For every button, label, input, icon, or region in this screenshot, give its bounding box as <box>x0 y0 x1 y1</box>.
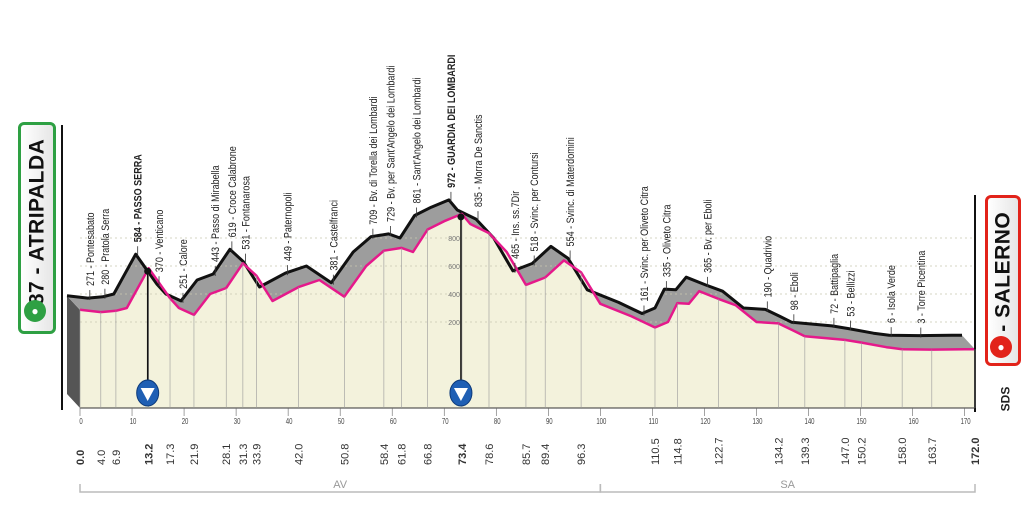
km-tick-label: 110 <box>649 418 659 426</box>
km-tick-label: 20 <box>182 418 189 426</box>
waypoint-km-label: 13.2 <box>144 444 156 465</box>
waypoint-label: 531 - Fontanarosa <box>241 176 253 250</box>
waypoint-km-label: 66.8 <box>423 444 435 465</box>
province-label: SA <box>780 479 795 491</box>
start-badge: 287 - ATRIPALDA <box>18 122 56 334</box>
waypoint-km-label: 134.2 <box>773 437 785 465</box>
waypoint-km-label: 163.7 <box>927 437 939 465</box>
waypoint-km-label: 89.4 <box>540 444 552 465</box>
waypoint-label: 53 - Bellizzi <box>846 271 858 317</box>
km-tick-label: 60 <box>390 418 397 426</box>
waypoint-km-label: 78.6 <box>484 444 496 465</box>
waypoint-label: 335 - Oliveto Citra <box>662 204 674 277</box>
province-bracket <box>599 484 976 493</box>
km-tick-label: 30 <box>234 418 241 426</box>
profile-side-face <box>67 295 80 408</box>
waypoint-km-label: 158.0 <box>897 437 909 465</box>
waypoint-km-label: 21.9 <box>189 444 201 465</box>
waypoint-label: 619 - Croce Calabrone <box>227 146 239 238</box>
waypoint-label: 449 - Paternopoli <box>283 193 295 262</box>
waypoint-km-label: 172.0 <box>970 437 982 465</box>
waypoint-km-label: 110.5 <box>650 438 662 465</box>
km-tick-label: 140 <box>804 418 814 426</box>
waypoint-label: 443 - Passo di Mirabella <box>210 165 222 262</box>
km-tick-label: 120 <box>700 418 710 426</box>
waypoint-label: 729 - Bv. per Sant'Angelo dei Lombardi <box>386 66 398 222</box>
elevation-tick-label: 600 <box>448 264 460 271</box>
waypoint-label: 584 - PASSO SERRA <box>133 154 145 242</box>
waypoint-km-label: 147.0 <box>840 437 852 465</box>
waypoint-label: 72 - Battipaglia <box>829 253 841 313</box>
waypoint-km-label: 85.7 <box>521 444 533 465</box>
waypoint-label: 709 - Bv. di Torella dei Lombardi <box>368 96 380 224</box>
waypoint-km-label: 114.8 <box>672 438 684 465</box>
km-tick-label: 90 <box>546 418 553 426</box>
waypoint-label: 554 - Svinc. di Materdomini <box>565 137 577 246</box>
sds-logo: SDS <box>998 386 1013 412</box>
waypoint-km-label: 0.0 <box>75 450 87 465</box>
elevation-tick-label: 400 <box>448 292 460 299</box>
start-label: 287 - ATRIPALDA <box>25 138 49 318</box>
waypoint-km-label: 73.4 <box>457 443 469 465</box>
waypoint-km-label: 33.9 <box>251 444 263 465</box>
waypoint-km-label: 28.1 <box>221 444 233 465</box>
kom-triangle-icon <box>140 388 155 401</box>
km-tick-label: 50 <box>338 418 345 426</box>
waypoint-label: 3 - Torre Picentina <box>916 250 928 323</box>
elevation-tick-label: 200 <box>448 320 460 327</box>
waypoint-km-label: 96.3 <box>576 444 588 465</box>
waypoint-km-label: 42.0 <box>294 444 306 465</box>
km-tick-label: 0 <box>79 418 82 426</box>
km-tick-label: 70 <box>442 418 449 426</box>
waypoint-km-label: 31.3 <box>238 444 250 465</box>
waypoint-label: 6 - Isola Verde <box>886 265 898 323</box>
waypoint-label: 365 - Bv. per Eboli <box>703 199 715 272</box>
waypoint-label: 98 - Eboli <box>789 272 801 310</box>
kom-triangle-icon <box>453 388 468 401</box>
waypoint-label: 972 - GUARDIA DEI LOMBARDI <box>446 54 458 188</box>
waypoint-label: 518 - Svinc. per Contursi <box>529 152 541 251</box>
waypoint-km-label: 6.9 <box>111 450 123 465</box>
waypoint-km-label: 122.7 <box>713 437 725 465</box>
waypoint-km-label: 150.2 <box>857 437 869 465</box>
waypoint-km-label: 58.4 <box>379 444 391 465</box>
km-tick-label: 10 <box>130 418 137 426</box>
province-label: AV <box>333 479 348 491</box>
start-cyclist-icon: ● <box>24 300 46 322</box>
profile-back-line <box>66 198 962 338</box>
road-line <box>79 212 975 351</box>
waypoint-km-label: 17.3 <box>165 444 177 465</box>
km-tick-label: 40 <box>286 418 293 426</box>
waypoint-km-label: 50.8 <box>339 444 351 465</box>
elevation-tick-label: 800 <box>448 236 460 243</box>
waypoint-km-label: 4.0 <box>96 450 108 465</box>
km-tick-label: 130 <box>752 418 762 426</box>
km-tick-label: 150 <box>857 418 867 426</box>
km-tick-label: 100 <box>596 418 606 426</box>
km-tick-label: 160 <box>909 418 919 426</box>
km-tick-label: 170 <box>961 418 971 426</box>
waypoint-label: 861 - Sant'Angelo dei Lombardi <box>412 78 424 204</box>
waypoint-label: 251 - Calore <box>178 239 190 289</box>
waypoint-label: 465 - Ins. ss.7Dir <box>510 190 522 259</box>
km-tick-label: 80 <box>494 418 501 426</box>
finish-cyclist-icon: ● <box>990 336 1012 358</box>
waypoint-km-label: 61.8 <box>397 444 409 465</box>
waypoint-label: 381 - Castelfranci <box>329 200 341 271</box>
waypoint-label: 370 - Venticano <box>154 209 166 272</box>
kom-summit-dot <box>457 213 465 221</box>
waypoint-label: 271 - Pontesabato <box>85 212 97 286</box>
finish-label: 6 - SALERNO <box>991 211 1015 350</box>
profile-ground-fill <box>80 213 975 408</box>
waypoint-km-label: 139.3 <box>800 437 812 465</box>
waypoint-label: 835 - Morra De Sanctis <box>473 114 485 207</box>
kom-summit-dot <box>144 267 152 275</box>
waypoint-label: 161 - Svinc. per Oliveto Citra <box>639 186 651 302</box>
waypoint-label: 190 - Quadrivio <box>763 235 775 297</box>
waypoint-label: 280 - Pratola Serra <box>100 208 112 284</box>
